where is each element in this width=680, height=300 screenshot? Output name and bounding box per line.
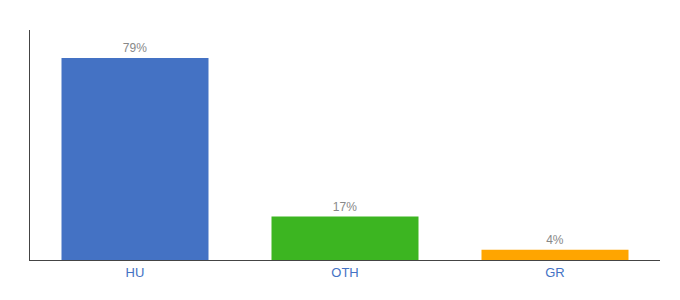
svg-text:HU: HU — [126, 265, 145, 280]
svg-text:4%: 4% — [546, 233, 564, 247]
svg-text:79%: 79% — [123, 41, 147, 55]
svg-text:GR: GR — [545, 265, 565, 280]
svg-text:17%: 17% — [333, 200, 357, 214]
svg-text:OTH: OTH — [331, 265, 358, 280]
